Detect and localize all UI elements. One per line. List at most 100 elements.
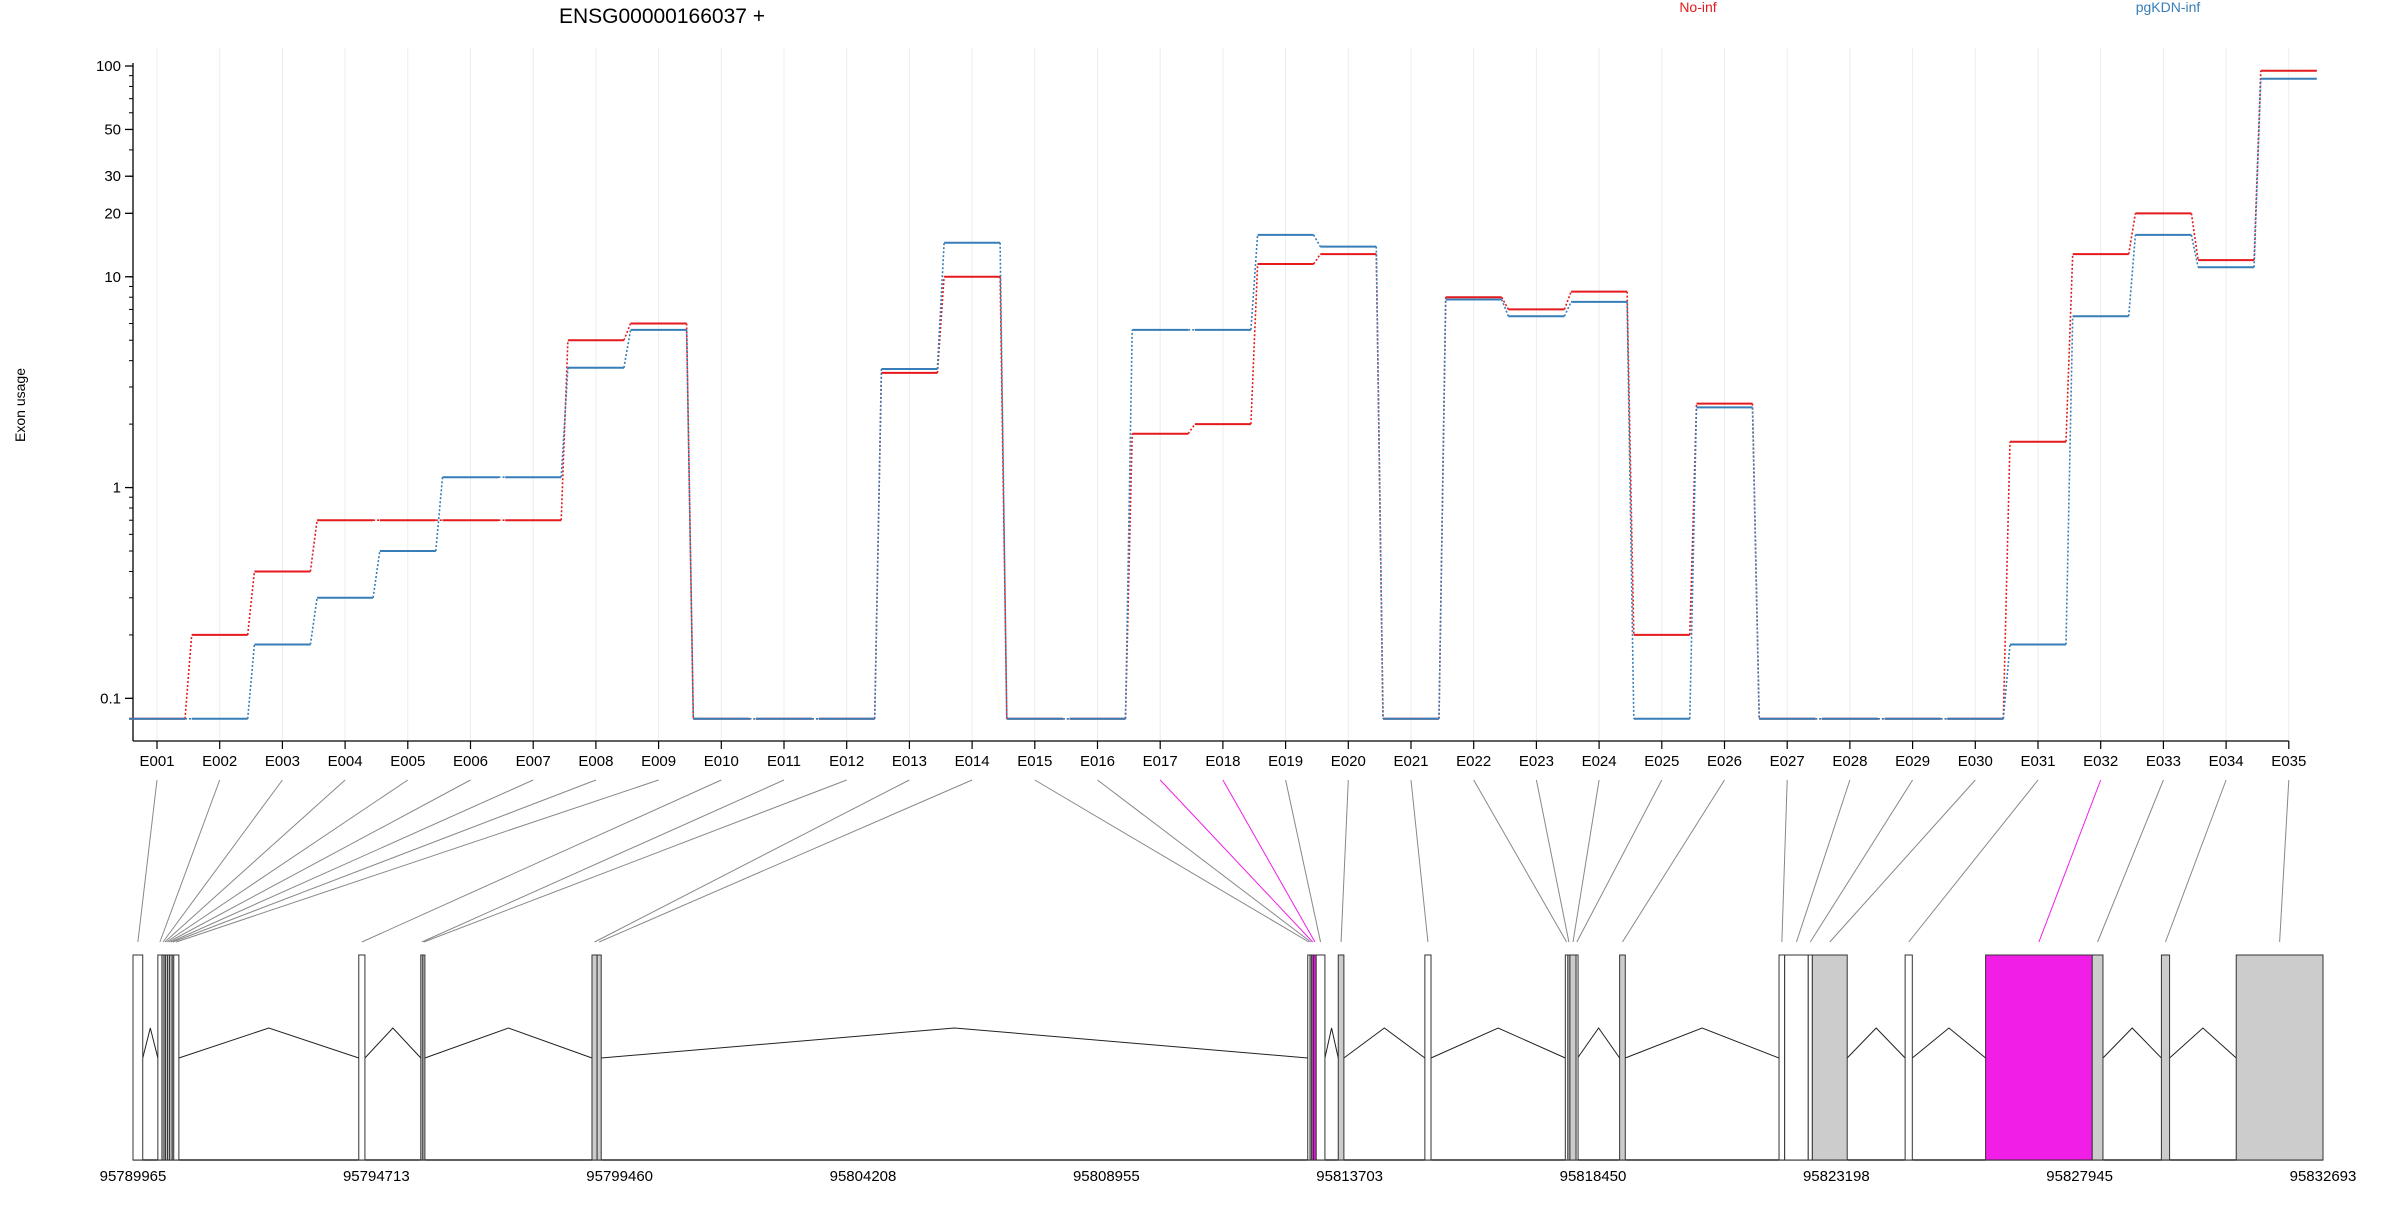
exon-box-e027	[1778, 954, 1786, 1161]
exon-connector	[423, 779, 847, 943]
series-connector	[2190, 234, 2199, 268]
x-tick-label: E035	[2271, 753, 2306, 770]
x-tick-label: E017	[1143, 753, 1178, 770]
series-connector	[2253, 78, 2262, 268]
exon-connector	[421, 779, 785, 943]
exon-connector	[1159, 779, 1313, 943]
exon-connector	[137, 779, 158, 943]
x-tick-label: E014	[955, 753, 990, 770]
exon-box-e034	[2160, 954, 2171, 1161]
genomic-tick-label: 95789965	[100, 1168, 167, 1185]
genomic-tick-label: 95823198	[1803, 1168, 1870, 1185]
series-connector	[1312, 234, 1321, 248]
exon-box-e013	[591, 954, 598, 1161]
intron-line	[601, 1027, 1308, 1059]
y-tick-label: 20	[104, 205, 121, 222]
series-connector	[560, 340, 569, 521]
exon-connectors	[137, 779, 2290, 943]
x-tick-label: E005	[390, 753, 425, 770]
exon-box-e012	[422, 954, 426, 1161]
y-tick-label: 10	[104, 269, 121, 286]
x-tick-label: E028	[1832, 753, 1867, 770]
x-tick-label: E021	[1393, 753, 1428, 770]
y-tick-label: 100	[96, 58, 121, 75]
genomic-tick-label: 95832693	[2290, 1168, 2357, 1185]
exon-box-e026	[1619, 954, 1626, 1161]
axes: 0.1 1 10 20 30 50 100 E001 E002 E003 E004 E005 E006 E…	[96, 58, 2306, 770]
series-connector	[184, 634, 193, 719]
exon-connector	[1097, 779, 1312, 943]
series-connector	[623, 323, 632, 341]
series-connector	[1563, 301, 1572, 317]
exon-connector	[168, 779, 471, 943]
exon-box-e010	[358, 954, 366, 1161]
series-connector	[2127, 213, 2137, 255]
exon-connector	[361, 779, 722, 943]
y-tick-label: 1	[113, 480, 121, 497]
genomic-tick-label: 95827945	[2046, 1168, 2113, 1185]
intron-line	[2102, 1027, 2162, 1059]
exon-box-e001	[132, 954, 144, 1161]
series-connector	[2002, 644, 2011, 719]
x-tick-label: E008	[578, 753, 613, 770]
intron-line	[142, 1027, 159, 1059]
intron-line	[364, 1027, 422, 1059]
series-lines	[129, 69, 2317, 720]
exon-connector	[1572, 779, 1600, 943]
x-tick-label: E030	[1958, 753, 1993, 770]
series-connector	[1250, 263, 1259, 425]
series-connector	[1500, 299, 1510, 317]
exon-box-e009	[173, 954, 180, 1161]
exon-box-e002	[157, 954, 163, 1161]
series-connector	[246, 571, 256, 635]
genomic-tick-label: 95813703	[1316, 1168, 1383, 1185]
x-tick-label: E012	[829, 753, 864, 770]
gene-model: 95789965 95794713 95799460 95804208 95808955…	[100, 954, 2357, 1185]
exon-connector	[1829, 779, 1976, 943]
legend-entry-pgkdn-inf: pgKDN-inf	[2136, 0, 2201, 15]
x-tick-label: E034	[2209, 753, 2244, 770]
exon-connector	[164, 779, 346, 943]
exon-box-e033	[2091, 954, 2104, 1161]
x-tick-label: E032	[2083, 753, 2118, 770]
intron-line	[1324, 1027, 1339, 1059]
series-connector	[873, 369, 883, 719]
exon-connector	[176, 779, 659, 943]
series-connector	[1187, 423, 1196, 435]
exon-connector	[594, 779, 910, 943]
exon-box-e029	[1807, 954, 1813, 1161]
x-tick-label: E025	[1644, 753, 1679, 770]
x-tick-label: E011	[767, 753, 801, 770]
intron-line	[1625, 1027, 1780, 1059]
series-connector	[685, 323, 695, 719]
intron-line	[2169, 1027, 2237, 1059]
exon-box-e025	[1575, 954, 1579, 1161]
exon-box-e020	[1337, 954, 1345, 1161]
exon-connector	[1576, 779, 1663, 943]
intron-line	[1577, 1027, 1621, 1059]
series-connector	[1751, 407, 1760, 719]
x-tick-label: E006	[453, 753, 488, 770]
x-tick-label: E016	[1080, 753, 1115, 770]
chart-title: ENSG00000166037 +	[559, 5, 765, 28]
series-connector	[1124, 433, 1133, 719]
y-tick-label: 0.1	[100, 690, 121, 707]
exon-connector	[2097, 779, 2164, 943]
intron-line	[1343, 1027, 1426, 1059]
exon-connector	[2038, 779, 2102, 943]
intron-line	[1911, 1027, 1986, 1059]
x-tick-label: E029	[1895, 753, 1930, 770]
genomic-tick-label: 95799460	[586, 1168, 653, 1185]
intron-line	[178, 1027, 359, 1059]
y-tick-label: 50	[104, 121, 121, 138]
series-connector	[685, 329, 695, 719]
series-connector	[1312, 253, 1321, 265]
exon-connector	[1222, 779, 1316, 943]
exon-box-e031	[1904, 954, 1913, 1161]
x-tick-label: E019	[1268, 753, 1303, 770]
legend-entry-no-inf: No-inf	[1679, 0, 1716, 15]
genomic-tick-label: 95804208	[830, 1168, 897, 1185]
x-tick-label: E013	[892, 753, 927, 770]
exon-connector	[170, 779, 534, 943]
